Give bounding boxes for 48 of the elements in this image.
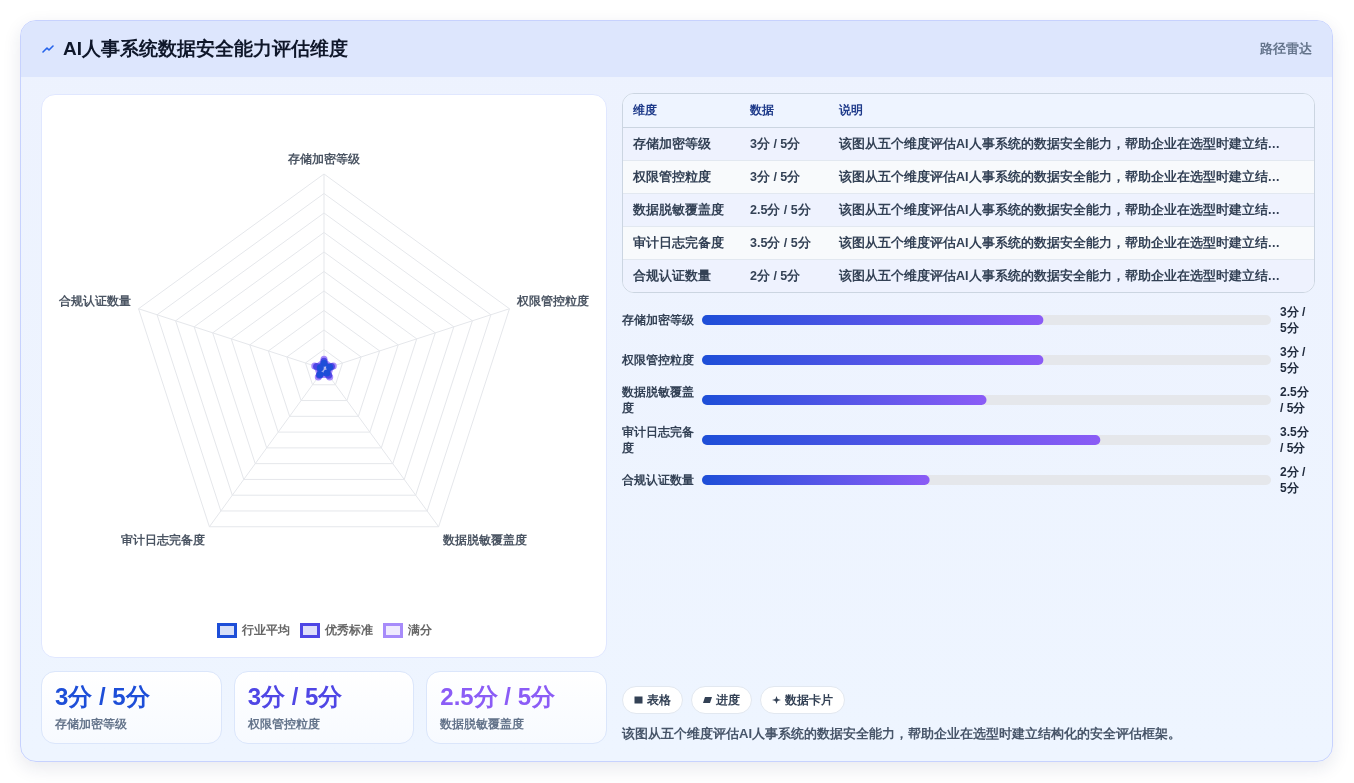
legend-label: 优秀标准 (324, 622, 373, 639)
spoke-label: 审计日志完备度 (120, 533, 205, 548)
text: 该图从五个维度评估AI人事系统的数据安全能力，帮助企业在选型时建立结… (839, 235, 1280, 250)
category-label: 说明 (829, 94, 1314, 128)
y-tick-label: 合规认证数量 (622, 472, 695, 488)
text: 路径雷达 (1260, 40, 1312, 58)
spoke-label: 存储加密等级 (287, 152, 361, 167)
text: 该图从五个维度评估AI人事系统的数据安全能力，帮助企业在选型时建立结… (839, 268, 1280, 283)
text: 该图从五个维度评估AI人事系统的数据安全能力，帮助企业在选型时建立结… (839, 169, 1280, 184)
data-label: 2分 / 5分 (1280, 464, 1307, 496)
data-label: 2.5分 / 5分 (1280, 384, 1310, 416)
text: 该图从五个维度评估AI人事系统的数据安全能力，帮助企业在选型时建立结构化的安全评估框架。 (622, 725, 1181, 743)
category-label: 合规认证数量 (633, 268, 711, 283)
data-label: 3分 / 5分 (1280, 344, 1307, 376)
text: 表格 (647, 691, 671, 709)
legend-label: 行业平均 (241, 622, 290, 639)
category-label: 审计日志完备度 (633, 235, 724, 250)
text: 3分 / 5分 (247, 683, 343, 710)
text: 3.5分 / 5分 (750, 235, 811, 250)
text: 进度 (716, 691, 740, 709)
y-tick-label: 存储加密等级 (622, 312, 695, 328)
y-tick-label: 权限管控粒度 (622, 352, 695, 368)
category-label: 维度 (623, 94, 740, 128)
category-label: 权限管控粒度 (247, 716, 320, 733)
spoke-label: 合规认证数量 (57, 294, 131, 309)
text: 2分 / 5分 (750, 268, 801, 283)
spoke-label: 权限管控粒度 (516, 294, 590, 309)
y-tick-label: 数据脱敏覆盖度 (622, 384, 695, 416)
text: 该图从五个维度评估AI人事系统的数据安全能力，帮助企业在选型时建立结… (839, 136, 1280, 151)
y-tick-label: 审计日志完备度 (622, 424, 695, 456)
category-label: 数据 (740, 94, 829, 128)
text: AI人事系统数据安全能力评估维度 (63, 37, 348, 61)
text: 该图从五个维度评估AI人事系统的数据安全能力，帮助企业在选型时建立结… (839, 202, 1280, 217)
spoke-label: 数据脱敏覆盖度 (442, 533, 528, 548)
text: 3分 / 5分 (750, 169, 801, 184)
text: 2.5分 / 5分 (750, 202, 811, 217)
category-label: 存储加密等级 (633, 136, 711, 151)
text: 3分 / 5分 (55, 683, 150, 710)
text: 3分 / 5分 (750, 136, 801, 151)
category-label: 存储加密等级 (55, 716, 127, 733)
category-label: 权限管控粒度 (633, 169, 711, 184)
category-label: 数据脱敏覆盖度 (440, 716, 525, 733)
legend-label: 满分 (407, 622, 432, 639)
data-label: 3分 / 5分 (1280, 304, 1307, 336)
data-label: 3.5分 / 5分 (1280, 424, 1310, 456)
text: 数据卡片 (785, 691, 833, 709)
category-label: 数据脱敏覆盖度 (633, 202, 724, 217)
text: 2.5分 / 5分 (440, 683, 556, 710)
